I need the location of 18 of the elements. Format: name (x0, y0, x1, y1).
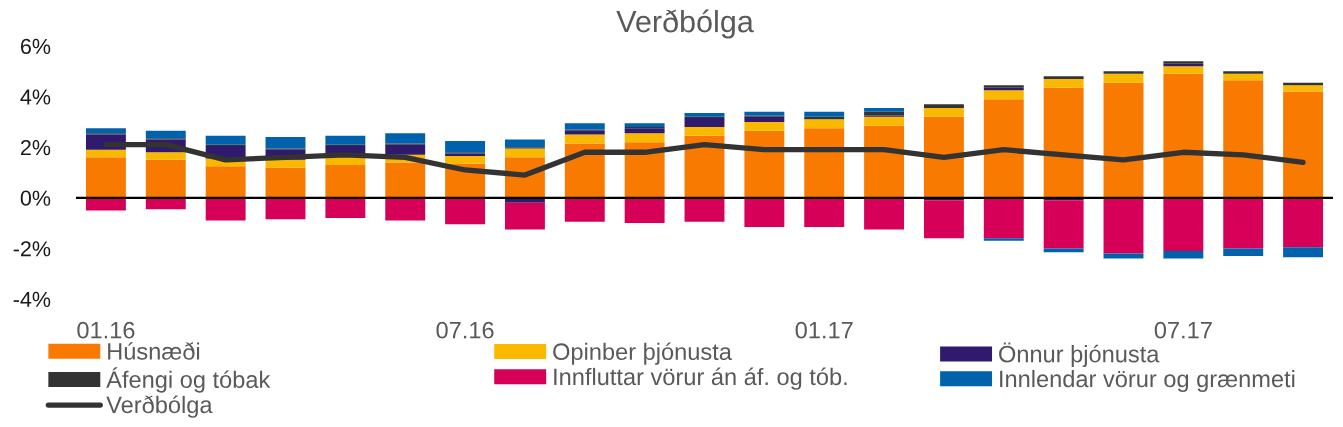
y-tick-label: -2% (13, 241, 51, 257)
y-tick-label: 4% (20, 89, 51, 105)
y-tick-label: 2% (20, 139, 51, 156)
x-tick-label: 01.16 (77, 321, 135, 339)
legend-label: Húsnæði (108, 342, 200, 360)
y-tick-label: 6% (20, 38, 51, 55)
legend-label: Opinber þjónusta (553, 342, 732, 365)
x-tick-label: 07.17 (1154, 321, 1212, 339)
x-tick-label: 07.16 (436, 321, 494, 339)
legend-label: Verðbólga (106, 395, 213, 418)
legend-label: Innlendar vörur og grænmeti (1000, 369, 1295, 392)
legend-label: Áfengi og tóbak (106, 367, 271, 393)
y-tick-label: 0% (20, 190, 51, 206)
y-tick-label: -4% (13, 291, 51, 307)
chart-title: Verðbólga (616, 9, 754, 39)
legend-label: Önnur þjónusta (999, 342, 1160, 368)
legend-label: Innfluttar vörur án áf. og tób. (554, 367, 847, 390)
x-tick-label: 01.17 (795, 321, 853, 339)
